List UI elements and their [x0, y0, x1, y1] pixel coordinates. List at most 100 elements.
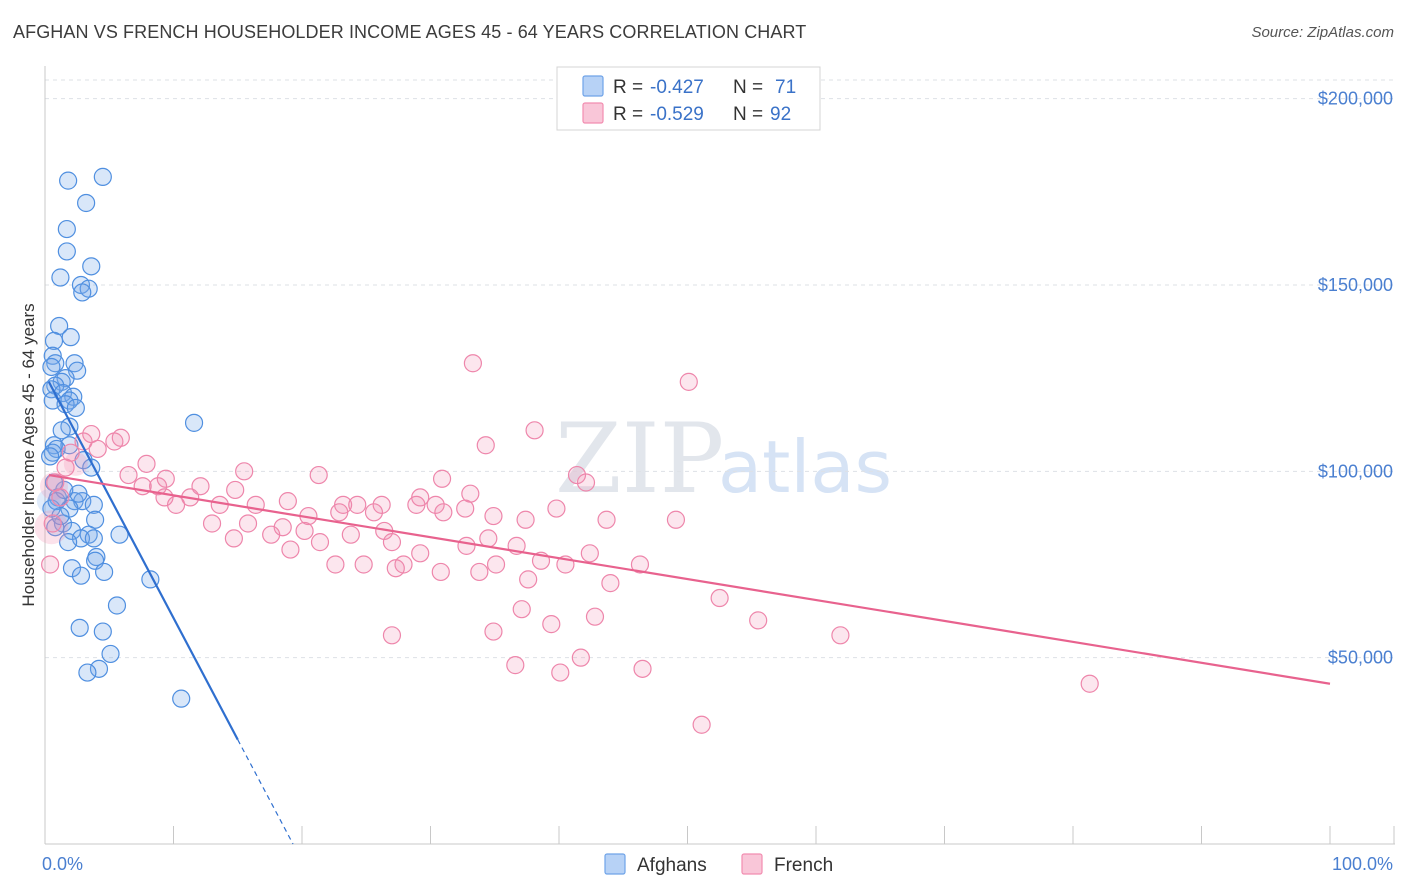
french-point [476, 436, 495, 455]
french-point [692, 715, 711, 734]
afghan-point [95, 562, 114, 582]
x-tick-label-min: 0.0% [42, 854, 83, 874]
afghan-trend-line [47, 381, 239, 741]
afghan-point [69, 484, 88, 503]
afghan-point [78, 663, 97, 682]
french-point [295, 521, 314, 541]
afghan-point [51, 506, 70, 526]
watermark-zip: ZIP [555, 403, 724, 515]
french-point [202, 514, 222, 533]
afghan-point [184, 413, 204, 432]
french-point [463, 354, 483, 373]
french-point [601, 574, 620, 593]
afghan-point [57, 219, 76, 239]
french-point [105, 432, 124, 451]
french-point-cluster [39, 472, 68, 501]
afghan-point [66, 398, 85, 418]
afghan-point [44, 331, 64, 350]
gridlines [45, 79, 1395, 659]
y-tick-label: $50,000 [1328, 648, 1393, 668]
french-point [407, 495, 426, 514]
french-point [512, 600, 531, 619]
legend-french-n-value: 92 [770, 104, 791, 125]
french-point [547, 499, 566, 518]
french-point [46, 473, 65, 492]
french-point [309, 465, 328, 485]
french-point [710, 588, 729, 608]
french-point [41, 555, 60, 574]
french-point [597, 510, 616, 529]
french-point [348, 495, 367, 514]
afghan-point [61, 328, 80, 347]
french-point [56, 458, 75, 477]
legend-french-swatch [582, 102, 604, 124]
afghan-point-cluster [36, 489, 61, 514]
french-point [749, 611, 768, 630]
afghan-point [59, 171, 78, 190]
french-point [278, 492, 297, 511]
afghan-point [89, 659, 109, 678]
french-point [431, 562, 450, 582]
french-point [580, 544, 599, 563]
french-point [484, 622, 503, 641]
french-point [426, 495, 445, 514]
source-label: Source: ZipAtlas.com [1251, 24, 1394, 41]
afghan-point [93, 622, 112, 641]
legend-afghan-r-value: -0.427 [650, 77, 704, 98]
french-point [341, 525, 360, 544]
french-point [364, 503, 384, 522]
french-point [262, 525, 281, 544]
french-point [191, 477, 210, 496]
tick-labels: $50,000 $100,000 $150,000 $200,000 0.0% 100.0… [42, 89, 1393, 874]
afghan-point [65, 354, 84, 373]
french-point [630, 555, 650, 574]
afghan-point [51, 268, 70, 287]
french-point [576, 473, 596, 492]
french-point [224, 529, 243, 548]
watermark-atlas: atlas [718, 425, 892, 509]
french-point [666, 510, 686, 529]
y-tick-label: $100,000 [1318, 461, 1393, 481]
french-point [434, 503, 453, 522]
french-point [525, 421, 544, 440]
legend-french-r-value: -0.529 [650, 104, 704, 125]
afghan-point [101, 644, 120, 664]
afghan-point [84, 495, 103, 514]
french-point [382, 626, 402, 645]
french-point-cluster [63, 451, 88, 476]
french-point [486, 555, 506, 574]
afghan-point [84, 529, 103, 548]
french-point [382, 533, 402, 552]
y-tick-label: $200,000 [1318, 89, 1393, 109]
afghan-trend-extension [237, 739, 294, 845]
french-point [1080, 674, 1099, 693]
axes [44, 66, 1395, 845]
legend-afghan-r-label: R = [613, 77, 643, 98]
afghan-point [52, 421, 71, 440]
afghan-point [172, 689, 191, 708]
french-point [148, 477, 168, 496]
french-point [119, 465, 138, 485]
french-point [679, 372, 698, 391]
french-point [238, 514, 258, 533]
afghan-point [82, 257, 101, 276]
afghan-point [110, 525, 129, 544]
y-axis-label: Householder Income Ages 45 - 64 years [19, 303, 38, 606]
french-point [372, 495, 391, 514]
french-point [470, 562, 489, 582]
legend-afghan-swatch [582, 75, 604, 97]
afghan-point [93, 167, 112, 186]
bottom-legend-afghans: Afghans [637, 855, 707, 876]
french-point [411, 544, 430, 563]
french-point [166, 495, 186, 514]
french-point [156, 469, 175, 488]
x-tick-label-max: 100.0% [1332, 854, 1393, 874]
french-trend-line [48, 473, 1331, 685]
french-point [542, 615, 561, 634]
french-point [330, 503, 349, 522]
bottom-legend-french-swatch [741, 853, 763, 875]
legend-box: R = -0.427 N = 71 R = -0.529 N = 92 [556, 66, 821, 131]
afghan-point [71, 566, 91, 585]
afghan-point [57, 242, 76, 261]
